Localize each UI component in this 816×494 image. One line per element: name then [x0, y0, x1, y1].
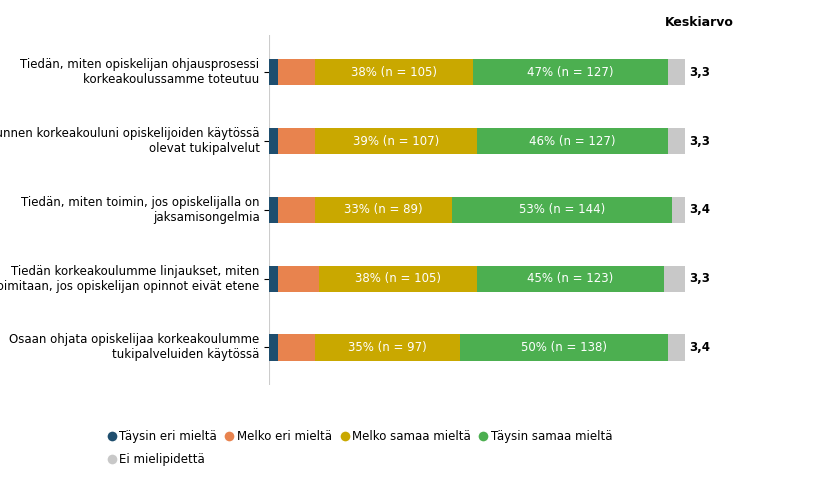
Bar: [460, 334, 668, 361]
Bar: [269, 266, 277, 292]
Bar: [315, 197, 452, 223]
Bar: [277, 334, 315, 361]
Bar: [668, 128, 685, 154]
Text: 3,3: 3,3: [689, 66, 710, 79]
Bar: [269, 59, 277, 85]
Text: 38% (n = 105): 38% (n = 105): [351, 66, 437, 79]
Bar: [672, 197, 685, 223]
Bar: [269, 197, 277, 223]
Text: 45% (n = 123): 45% (n = 123): [527, 272, 614, 285]
Bar: [269, 128, 277, 154]
Text: 39% (n = 107): 39% (n = 107): [353, 135, 439, 148]
Legend: Ei mielipidettä: Ei mielipidettä: [104, 448, 210, 471]
Bar: [277, 197, 315, 223]
Text: Keskiarvo: Keskiarvo: [665, 16, 734, 29]
Bar: [477, 266, 664, 292]
Text: 3,4: 3,4: [689, 341, 710, 354]
Text: 46% (n = 127): 46% (n = 127): [530, 135, 616, 148]
Text: 47% (n = 127): 47% (n = 127): [527, 66, 614, 79]
Bar: [473, 59, 668, 85]
Bar: [452, 197, 672, 223]
Bar: [315, 59, 473, 85]
Bar: [269, 334, 277, 361]
Text: 38% (n = 105): 38% (n = 105): [355, 272, 441, 285]
Bar: [319, 266, 477, 292]
Bar: [315, 334, 460, 361]
Text: 33% (n = 89): 33% (n = 89): [344, 204, 423, 216]
Bar: [315, 128, 477, 154]
Bar: [668, 59, 685, 85]
Text: 3,4: 3,4: [689, 204, 710, 216]
Bar: [668, 334, 685, 361]
Bar: [277, 266, 319, 292]
Bar: [277, 128, 315, 154]
Bar: [477, 128, 668, 154]
Text: 3,3: 3,3: [689, 135, 710, 148]
Text: 3,3: 3,3: [689, 272, 710, 285]
Bar: [277, 59, 315, 85]
Bar: [664, 266, 685, 292]
Text: 35% (n = 97): 35% (n = 97): [348, 341, 427, 354]
Text: 53% (n = 144): 53% (n = 144): [519, 204, 605, 216]
Text: 50% (n = 138): 50% (n = 138): [521, 341, 607, 354]
